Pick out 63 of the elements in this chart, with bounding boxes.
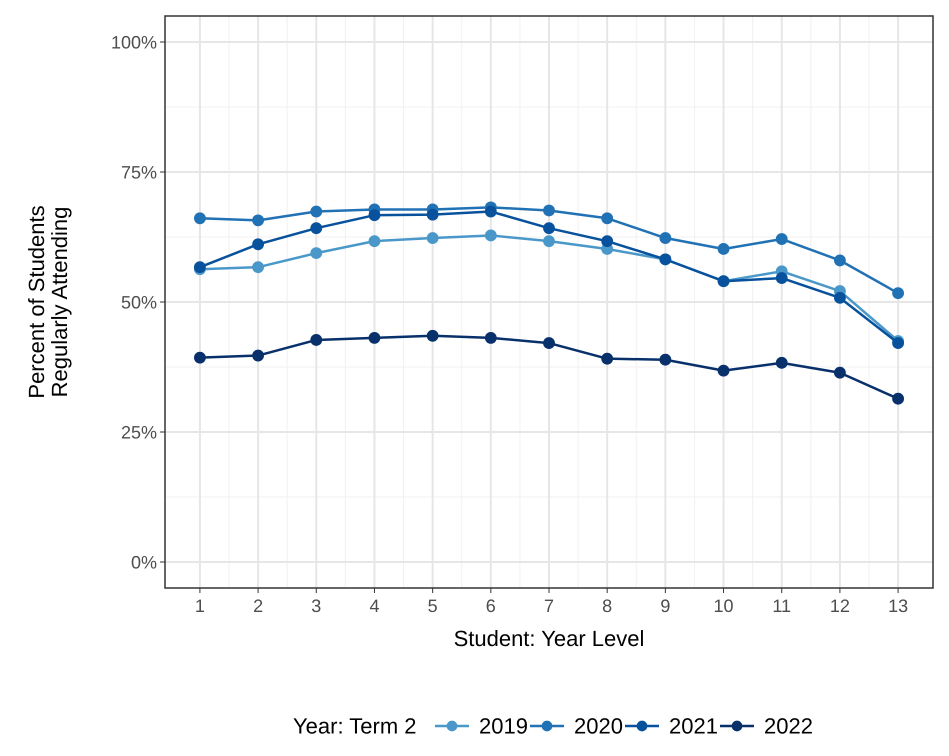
x-axis-title: Student: Year Level	[454, 626, 644, 651]
point	[484, 332, 497, 344]
y-tick-label: 100%	[110, 32, 157, 52]
point	[659, 232, 672, 244]
x-tick-label: 4	[369, 596, 380, 616]
point	[368, 332, 380, 344]
point	[484, 230, 497, 242]
y-tick-label: 50%	[120, 292, 157, 312]
point	[426, 232, 439, 244]
x-tick-label: 3	[311, 596, 322, 616]
point	[543, 337, 555, 349]
x-tick-label: 13	[888, 596, 908, 616]
x-tick-label: 12	[830, 596, 850, 616]
point	[426, 330, 439, 342]
point	[310, 334, 322, 346]
point	[194, 212, 206, 224]
legend-title: Year: Term 2	[293, 714, 417, 739]
point	[718, 364, 730, 377]
point	[892, 392, 904, 405]
point	[892, 287, 904, 300]
y-tick-label: 75%	[120, 162, 157, 182]
x-tick-label: 7	[544, 596, 554, 616]
point	[718, 243, 730, 255]
point	[601, 235, 614, 248]
point	[368, 235, 380, 248]
y-tick-label: 0%	[130, 552, 157, 572]
x-tick-label: 1	[194, 596, 205, 616]
point	[252, 261, 264, 274]
point	[601, 212, 614, 224]
legend-label: 2019	[479, 714, 528, 739]
point	[310, 247, 322, 260]
point	[834, 254, 846, 266]
y-axis-title: Percent of Students Regularly Attending	[24, 205, 72, 399]
x-tick-label: 5	[428, 596, 438, 616]
y-tick-label: 25%	[120, 422, 157, 442]
point	[194, 352, 206, 364]
point	[252, 238, 264, 250]
point	[601, 352, 614, 365]
point	[368, 209, 380, 222]
point	[776, 356, 788, 369]
x-tick-label: 2	[253, 596, 264, 616]
point	[543, 222, 555, 234]
point	[252, 214, 264, 226]
point	[484, 206, 497, 218]
point	[776, 233, 788, 245]
legend-label: 2020	[574, 714, 623, 739]
x-tick-label: 9	[660, 596, 670, 616]
point	[426, 208, 439, 221]
legend-label: 2021	[669, 714, 718, 739]
x-tick-label: 8	[602, 596, 612, 616]
legend-label: 2022	[764, 714, 813, 739]
x-tick-label: 10	[714, 596, 734, 616]
point	[543, 235, 555, 248]
point	[776, 272, 788, 284]
point	[543, 204, 555, 216]
point	[310, 206, 322, 218]
point	[252, 350, 264, 362]
point	[834, 292, 846, 304]
point	[834, 366, 846, 379]
point	[310, 222, 322, 234]
x-tick-label: 11	[772, 596, 792, 616]
point	[659, 354, 672, 366]
x-tick-label: 6	[486, 596, 496, 616]
